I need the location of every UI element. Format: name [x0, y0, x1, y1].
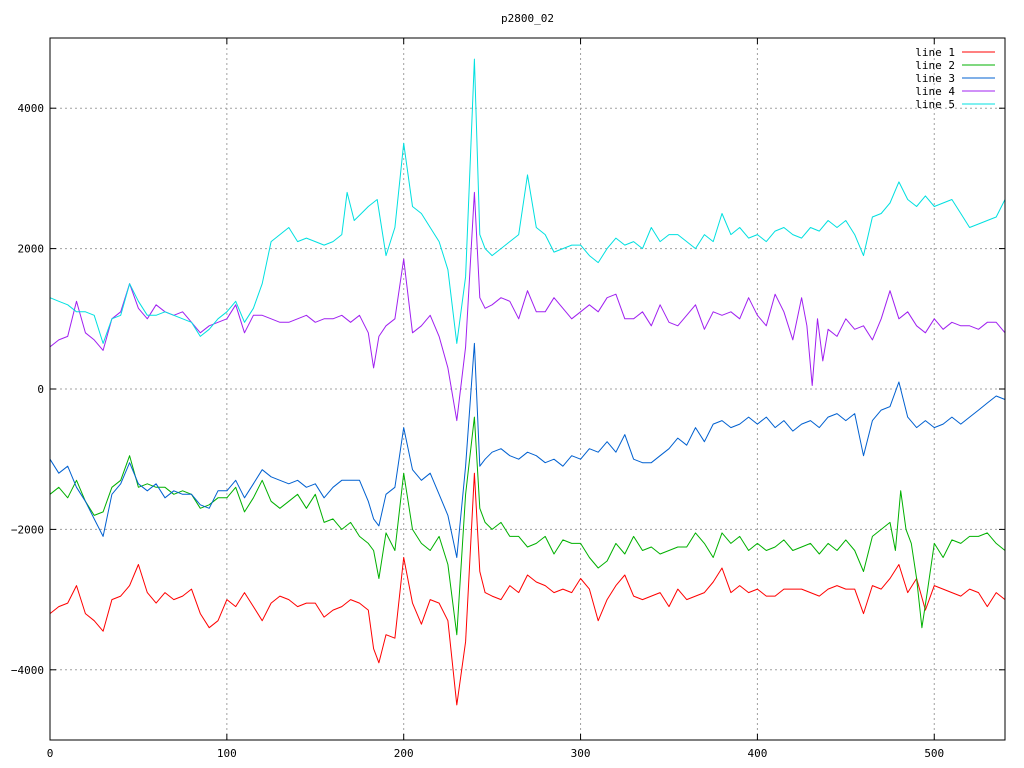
y-tick-label: −2000 [11, 523, 44, 536]
y-tick-label: 2000 [18, 243, 45, 256]
x-tick-label: 0 [47, 747, 54, 760]
legend-label-5: line 5 [915, 98, 955, 111]
chart-title: p2800_02 [501, 12, 554, 25]
y-tick-label: −4000 [11, 664, 44, 677]
series-line-5 [49, 58, 1006, 344]
series-line-3 [49, 342, 1006, 558]
legend-label-3: line 3 [915, 72, 955, 85]
series-line-4 [49, 191, 1006, 422]
x-tick-label: 100 [217, 747, 237, 760]
legend-label-1: line 1 [915, 46, 955, 59]
x-tick-label: 500 [924, 747, 944, 760]
x-tick-label: 200 [394, 747, 414, 760]
legend-label-4: line 4 [915, 85, 955, 98]
series-line-2 [49, 416, 1006, 636]
series-line-1 [49, 472, 1006, 706]
x-tick-label: 400 [747, 747, 767, 760]
series-group [49, 58, 1006, 706]
grid [50, 38, 1005, 740]
legend-label-2: line 2 [915, 59, 955, 72]
x-tick-label: 300 [571, 747, 591, 760]
axis-ticks: 0 100 200 300 400 500 −4000 −2000 0 2000 4000 [11, 38, 1005, 760]
y-tick-label: 0 [37, 383, 44, 396]
y-tick-label: 4000 [18, 102, 45, 115]
